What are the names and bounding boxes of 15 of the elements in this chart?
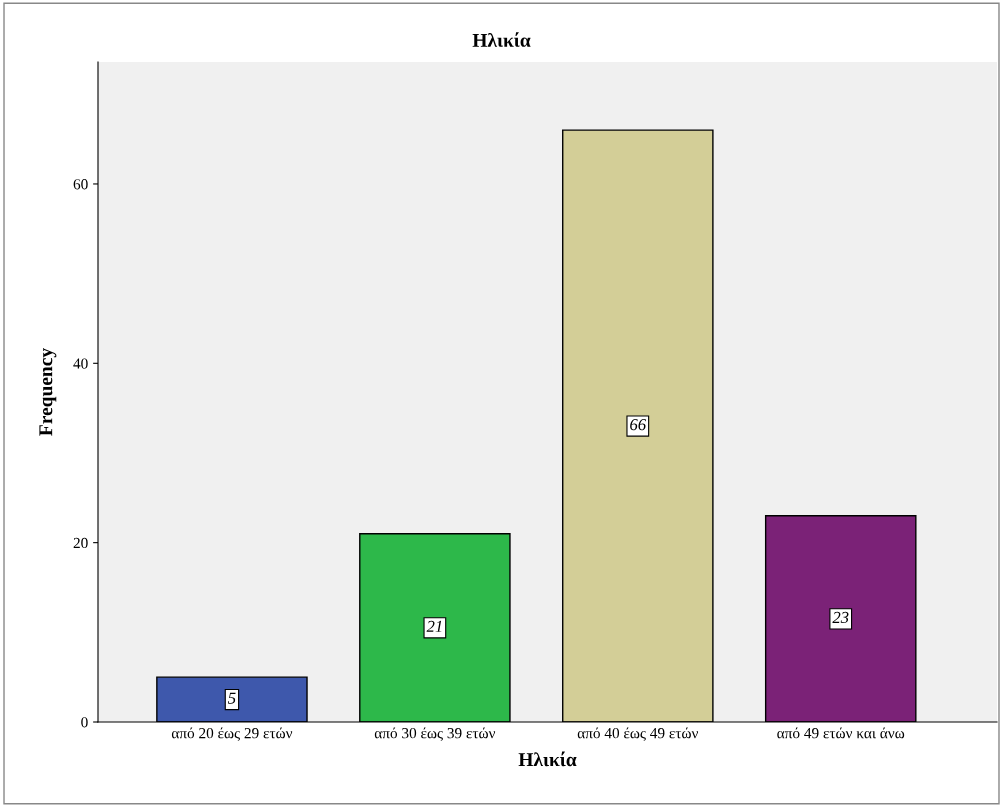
y-tick-label: 60	[73, 179, 88, 190]
y-tick-label: 40	[73, 358, 88, 369]
y-tick-label: 20	[73, 537, 88, 549]
y-tick-label: 0	[81, 717, 88, 728]
x-tick-label: από 40 έως 49 ετών	[577, 727, 699, 741]
data-label: 66	[630, 419, 647, 431]
data-label: 23	[832, 611, 849, 624]
x-axis-title: Ηλικία	[518, 751, 577, 767]
x-tick-label: από 20 έως 29 ετών	[171, 727, 293, 741]
x-tick-label: από 49 ετών και άνω	[777, 727, 905, 739]
y-axis-title: Frequency	[39, 348, 57, 436]
x-tick-label: από 30 έως 39 ετών	[374, 727, 496, 741]
data-label: 5	[228, 692, 236, 704]
data-label: 21	[426, 620, 442, 632]
chart-title: Ηλικία	[472, 32, 531, 47]
